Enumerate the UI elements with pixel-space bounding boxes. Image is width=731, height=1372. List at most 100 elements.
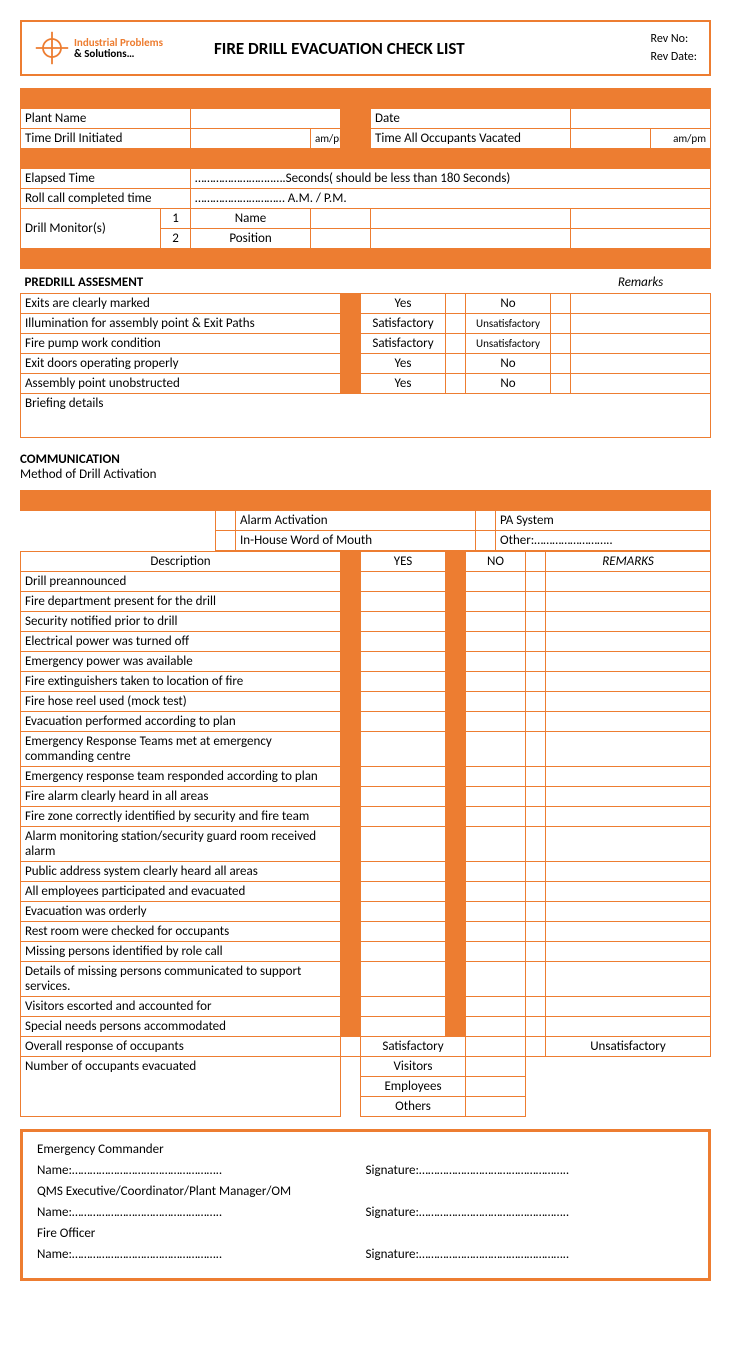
comm-remarks-field[interactable]: [546, 806, 711, 826]
comm-yes-field[interactable]: [361, 731, 446, 766]
comm-remarks-field[interactable]: [546, 731, 711, 766]
comm-yes-field[interactable]: [361, 691, 446, 711]
monitor-name-3[interactable]: [571, 209, 711, 229]
time-vac-field[interactable]: [571, 129, 651, 149]
comm-yes-field[interactable]: [361, 881, 446, 901]
comm-no-field[interactable]: [466, 611, 526, 631]
comm-no-field[interactable]: [466, 861, 526, 881]
evac-visitors-field[interactable]: [466, 1056, 526, 1076]
predrill-check-a[interactable]: [446, 373, 466, 393]
comm-no-field[interactable]: [466, 571, 526, 591]
predrill-check-a[interactable]: [446, 293, 466, 313]
comm-yes-field[interactable]: [361, 901, 446, 921]
comm-remarks-field[interactable]: [546, 881, 711, 901]
comm-yes-field[interactable]: [361, 591, 446, 611]
predrill-check-b[interactable]: [551, 293, 571, 313]
rev-block: Rev No: Rev Date:: [651, 30, 697, 66]
comm-remarks-field[interactable]: [546, 571, 711, 591]
evac-others-field[interactable]: [466, 1096, 526, 1116]
predrill-check-a[interactable]: [446, 313, 466, 333]
predrill-remarks-field[interactable]: [571, 353, 711, 373]
comm-remarks-field[interactable]: [546, 901, 711, 921]
date-field[interactable]: [571, 109, 711, 129]
comm-yes-field[interactable]: [361, 611, 446, 631]
comm-yes-field[interactable]: [361, 996, 446, 1016]
comm-no-field[interactable]: [466, 921, 526, 941]
comm-spacer: [341, 611, 361, 631]
comm-no-field[interactable]: [466, 941, 526, 961]
predrill-remarks-field[interactable]: [571, 313, 711, 333]
comm-yes-field[interactable]: [361, 961, 446, 996]
predrill-opt-b: No: [466, 293, 551, 313]
comm-no-field[interactable]: [466, 806, 526, 826]
comm-yes-field[interactable]: [361, 766, 446, 786]
comm-yes-field[interactable]: [361, 806, 446, 826]
comm-remarks-field[interactable]: [546, 711, 711, 731]
evac-employees-field[interactable]: [466, 1076, 526, 1096]
comm-yes-field[interactable]: [361, 711, 446, 731]
monitor-pos-2[interactable]: [371, 229, 571, 249]
comm-yes-field[interactable]: [361, 651, 446, 671]
comm-no-field[interactable]: [466, 591, 526, 611]
comm-yes-field[interactable]: [361, 571, 446, 591]
monitor-name-2[interactable]: [371, 209, 571, 229]
predrill-check-a[interactable]: [446, 353, 466, 373]
comm-remarks-field[interactable]: [546, 766, 711, 786]
plant-name-field[interactable]: [191, 109, 341, 129]
act-alarm-check[interactable]: [216, 510, 236, 530]
comm-no-field[interactable]: [466, 766, 526, 786]
comm-yes-field[interactable]: [361, 941, 446, 961]
comm-no-field[interactable]: [466, 901, 526, 921]
comm-remarks-field[interactable]: [546, 921, 711, 941]
comm-remarks-field[interactable]: [546, 611, 711, 631]
comm-remarks-field[interactable]: [546, 1016, 711, 1036]
act-other-check[interactable]: [476, 530, 496, 550]
comm-remarks-field[interactable]: [546, 591, 711, 611]
comm-yes-field[interactable]: [361, 631, 446, 651]
comm-yes-field[interactable]: [361, 861, 446, 881]
comm-remarks-field[interactable]: [546, 861, 711, 881]
comm-remarks-field[interactable]: [546, 786, 711, 806]
comm-no-field[interactable]: [466, 996, 526, 1016]
predrill-remarks-field[interactable]: [571, 293, 711, 313]
comm-remarks-field[interactable]: [546, 691, 711, 711]
comm-no-field[interactable]: [466, 731, 526, 766]
overall-sat-check[interactable]: [466, 1036, 526, 1056]
comm-remarks-field[interactable]: [546, 826, 711, 861]
comm-no-field[interactable]: [466, 671, 526, 691]
comm-no-field[interactable]: [466, 631, 526, 651]
comm-no-field[interactable]: [466, 881, 526, 901]
comm-no-field[interactable]: [466, 691, 526, 711]
rollcall-label: Roll call completed time: [21, 189, 191, 209]
comm-remarks-field[interactable]: [546, 651, 711, 671]
predrill-check-b[interactable]: [551, 333, 571, 353]
predrill-check-a[interactable]: [446, 333, 466, 353]
comm-yes-field[interactable]: [361, 786, 446, 806]
comm-remarks-field[interactable]: [546, 671, 711, 691]
comm-no-field[interactable]: [466, 651, 526, 671]
comm-no-field[interactable]: [466, 711, 526, 731]
monitor-pos-3[interactable]: [571, 229, 711, 249]
comm-no-field[interactable]: [466, 786, 526, 806]
comm-no-field[interactable]: [466, 961, 526, 996]
comm-yes-field[interactable]: [361, 1016, 446, 1036]
comm-yes-field[interactable]: [361, 921, 446, 941]
monitor-name-1[interactable]: [311, 209, 371, 229]
predrill-check-b[interactable]: [551, 353, 571, 373]
comm-yes-field[interactable]: [361, 671, 446, 691]
predrill-check-b[interactable]: [551, 373, 571, 393]
predrill-remarks-field[interactable]: [571, 373, 711, 393]
comm-yes-field[interactable]: [361, 826, 446, 861]
monitor-pos-1[interactable]: [311, 229, 371, 249]
predrill-remarks-field[interactable]: [571, 333, 711, 353]
time-init-field[interactable]: [191, 129, 311, 149]
comm-remarks-field[interactable]: [546, 631, 711, 651]
comm-remarks-field[interactable]: [546, 941, 711, 961]
act-pa-check[interactable]: [476, 510, 496, 530]
comm-no-field[interactable]: [466, 826, 526, 861]
comm-remarks-field[interactable]: [546, 996, 711, 1016]
predrill-check-b[interactable]: [551, 313, 571, 333]
comm-remarks-field[interactable]: [546, 961, 711, 996]
act-inhouse-check[interactable]: [216, 530, 236, 550]
comm-no-field[interactable]: [466, 1016, 526, 1036]
